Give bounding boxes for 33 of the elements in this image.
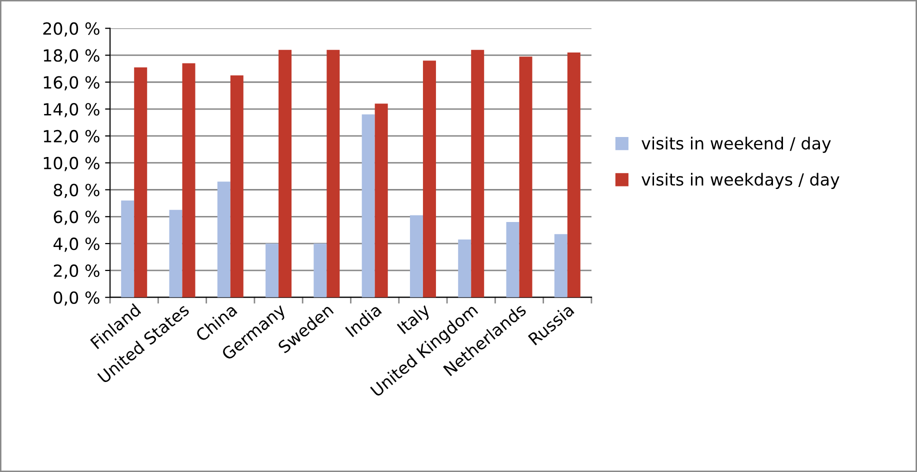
bar [506, 222, 520, 298]
bar [374, 104, 388, 298]
legend-label: visits in weekend / day [642, 136, 831, 153]
bar [554, 234, 568, 298]
y-tick-label: 6,0 % [54, 210, 100, 225]
bar [422, 60, 436, 298]
bar [230, 75, 244, 298]
bar [326, 50, 340, 298]
y-tick-label: 8,0 % [54, 184, 100, 198]
y-tick-label: 10,0 % [44, 156, 100, 172]
bar [314, 244, 327, 298]
y-tick-label: 20,0 % [43, 22, 100, 37]
y-tick-label: 0,0 % [54, 291, 100, 306]
bar [121, 200, 134, 298]
bar [362, 114, 375, 298]
bar [266, 244, 279, 298]
legend-label: visits in weekdays / day [642, 172, 840, 189]
y-tick-label: 16,0 % [44, 76, 100, 90]
bar [169, 210, 182, 298]
y-tick-label: 14,0 % [44, 102, 100, 118]
bar [519, 56, 532, 298]
bar [182, 63, 196, 298]
bar [278, 50, 292, 298]
bar [458, 240, 472, 298]
y-tick-label: 4,0 % [53, 238, 100, 252]
y-tick-label: 18,0 % [44, 49, 100, 64]
y-tick-label: 2,0 % [54, 264, 100, 279]
bar [471, 50, 484, 298]
y-tick-label: 12,0 % [44, 130, 100, 144]
bar [567, 52, 580, 298]
bar [410, 215, 423, 298]
bar [134, 67, 148, 298]
bar [217, 182, 230, 298]
